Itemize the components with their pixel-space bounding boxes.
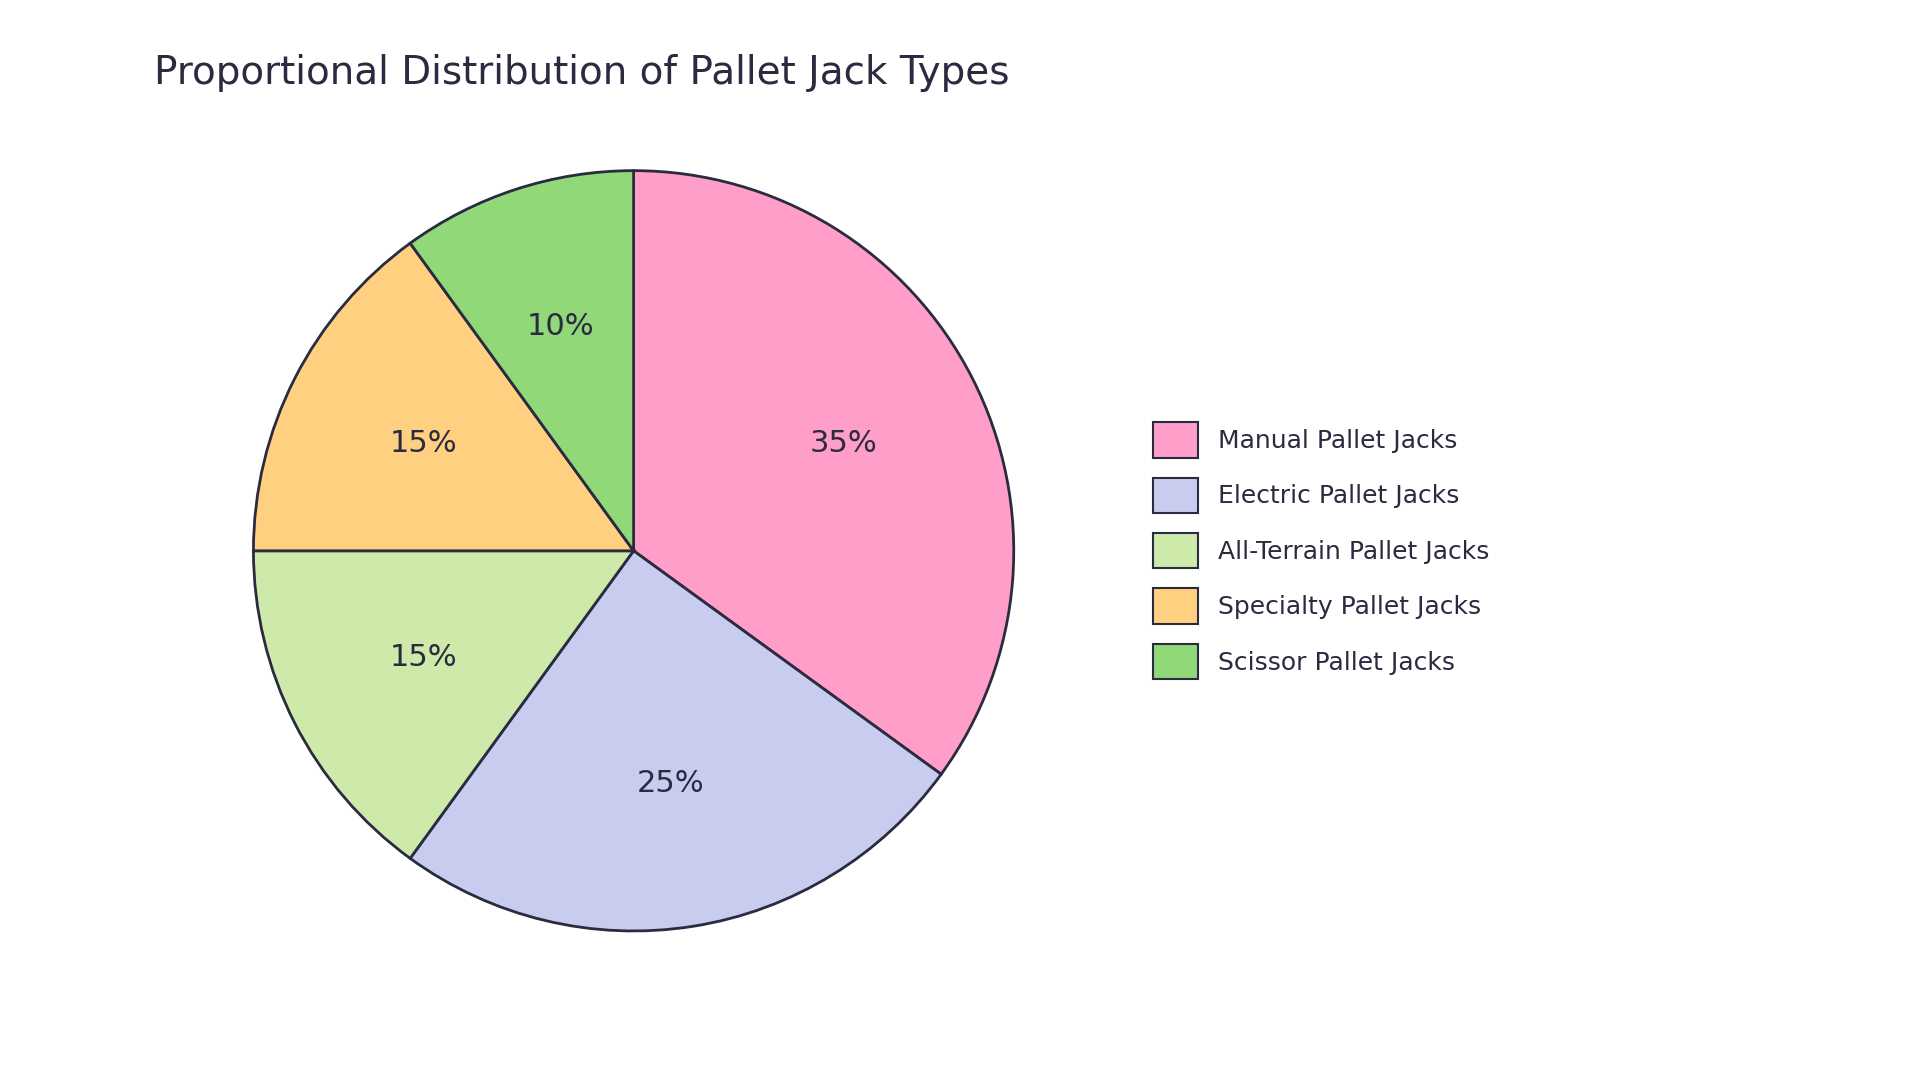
Legend: Manual Pallet Jacks, Electric Pallet Jacks, All-Terrain Pallet Jacks, Specialty : Manual Pallet Jacks, Electric Pallet Jac… [1140, 410, 1501, 691]
Text: 35%: 35% [810, 429, 877, 458]
Wedge shape [411, 551, 941, 931]
Text: 15%: 15% [390, 429, 457, 458]
Text: 10%: 10% [526, 312, 595, 341]
Text: 15%: 15% [390, 644, 457, 673]
Wedge shape [634, 171, 1014, 774]
Wedge shape [411, 171, 634, 551]
Wedge shape [253, 243, 634, 551]
Wedge shape [253, 551, 634, 859]
Text: 25%: 25% [637, 769, 705, 798]
Text: Proportional Distribution of Pallet Jack Types: Proportional Distribution of Pallet Jack… [154, 54, 1010, 92]
